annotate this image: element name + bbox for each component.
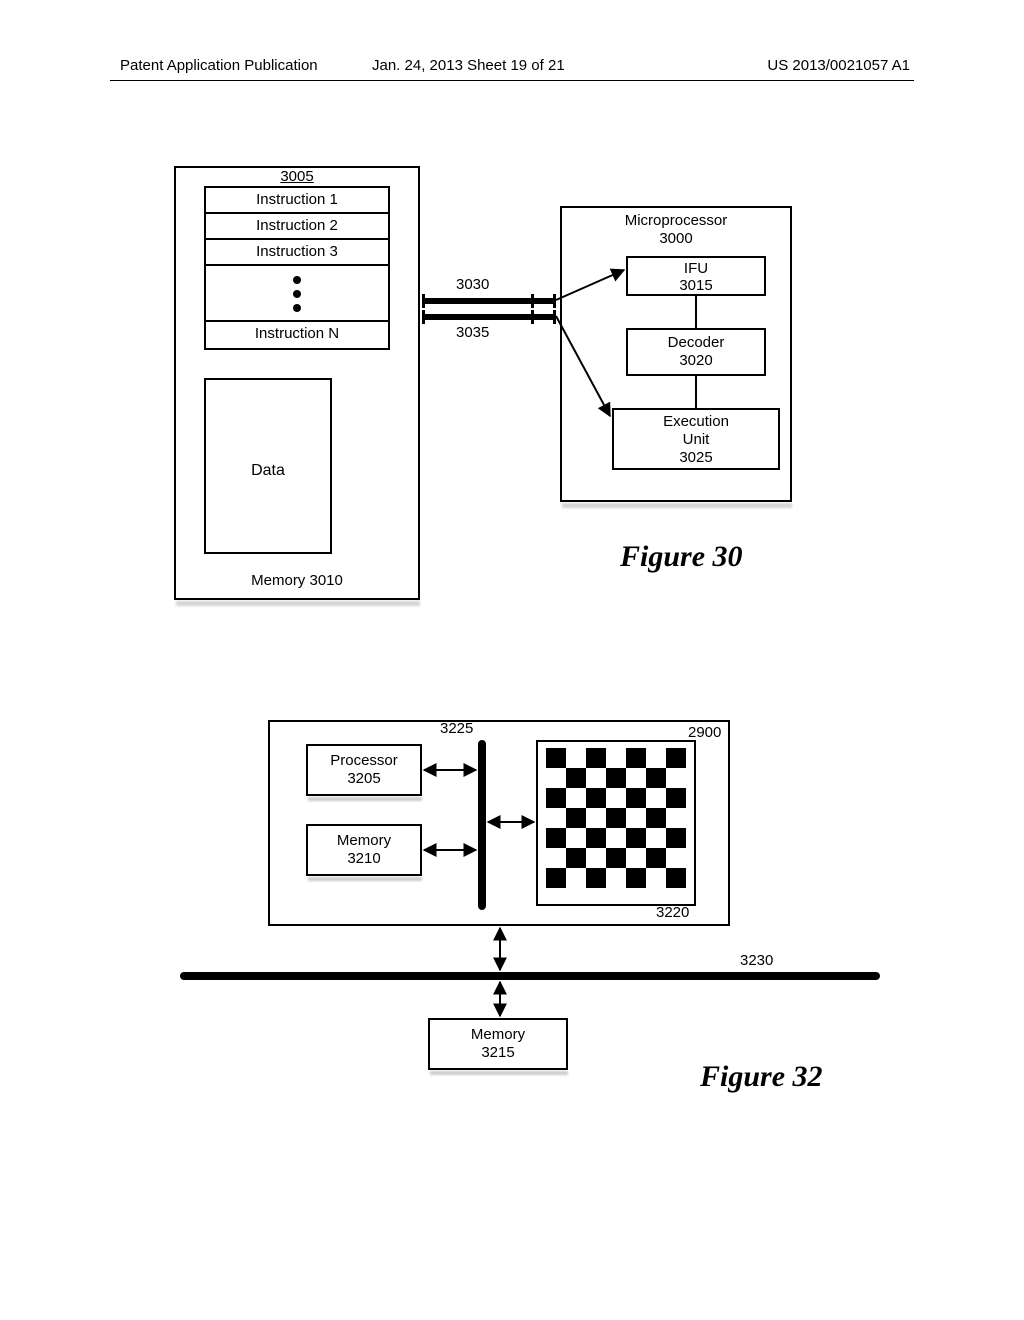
- ellipsis-icon: [206, 266, 388, 322]
- data-block: Data: [204, 378, 332, 554]
- bus-3030: [422, 298, 556, 304]
- bus-label-3030: 3030: [456, 276, 489, 293]
- page-header: Patent Application Publication Jan. 24, …: [110, 80, 914, 104]
- bus-horizontal: [180, 972, 880, 980]
- checker-icon: [546, 748, 686, 888]
- shadow: [308, 877, 422, 881]
- shadow: [562, 503, 792, 508]
- connector-line: [695, 376, 697, 408]
- bus-3230-label: 3230: [740, 952, 773, 969]
- header-left: Patent Application Publication: [120, 57, 318, 74]
- shadow: [308, 797, 422, 801]
- bus-label-3035: 3035: [456, 324, 489, 341]
- instruction-row: Instruction 2: [206, 214, 388, 240]
- microprocessor-title: Microprocessor 3000: [560, 212, 792, 248]
- header-mid: Jan. 24, 2013 Sheet 19 of 21: [372, 57, 565, 74]
- bus-3035: [422, 314, 556, 320]
- instruction-row: Instruction N: [206, 322, 388, 348]
- execution-unit-block: Execution Unit 3025: [612, 408, 780, 470]
- memory-3210-block: Memory3210: [306, 824, 422, 876]
- memory-label: Memory 3010: [174, 572, 420, 589]
- shadow: [430, 1071, 568, 1075]
- instruction-row: Instruction 1: [206, 188, 388, 214]
- ic-grid-block: [536, 740, 696, 906]
- arrows-overlay: [0, 0, 1024, 1320]
- instruction-set-id: 3005: [204, 168, 390, 185]
- data-label: Data: [251, 462, 285, 479]
- connector-line: [695, 296, 697, 328]
- system-id-label: 2900: [688, 724, 721, 741]
- decoder-block: Decoder3020: [626, 328, 766, 376]
- processor-block: Processor3205: [306, 744, 422, 796]
- memory-3215-block: Memory3215: [428, 1018, 568, 1070]
- instruction-row: Instruction 3: [206, 240, 388, 266]
- ifu-block: IFU3015: [626, 256, 766, 296]
- ic-grid-label: 3220: [656, 904, 689, 921]
- bus-vertical: [478, 740, 486, 910]
- instruction-list: Instruction 1 Instruction 2 Instruction …: [204, 186, 390, 350]
- figure-32-caption: Figure 32: [700, 1060, 823, 1094]
- bus-3225-label: 3225: [440, 720, 473, 737]
- header-right: US 2013/0021057 A1: [767, 57, 910, 74]
- figure-30-caption: Figure 30: [620, 540, 743, 574]
- shadow: [176, 601, 420, 606]
